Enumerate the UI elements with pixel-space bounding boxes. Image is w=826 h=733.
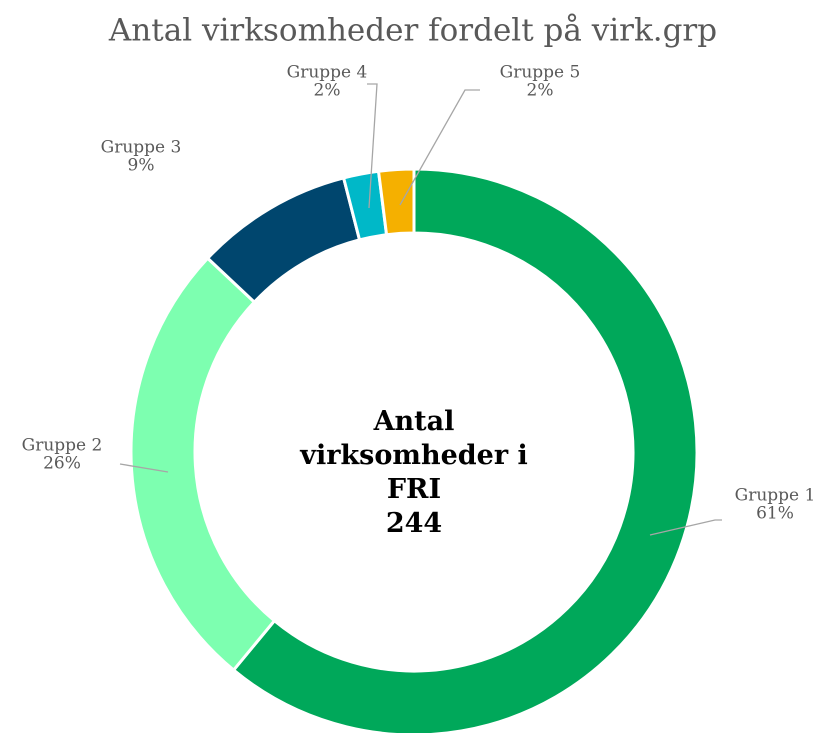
slice-value-label: 61% <box>756 504 794 524</box>
donut-slice <box>376 167 416 237</box>
slice-label: Gruppe 4 <box>287 63 368 83</box>
slice-value-label: 2% <box>314 81 341 101</box>
chart-title: Antal virksomheder fordelt på virk.grp <box>108 13 717 49</box>
slice-label: Gruppe 2 <box>22 436 103 456</box>
leader-line <box>367 83 378 209</box>
slice-value-label: 26% <box>43 454 81 474</box>
leader-line <box>649 519 722 536</box>
slice-label: Gruppe 5 <box>500 63 581 83</box>
leader-line <box>119 463 169 473</box>
slice-label: Gruppe 1 <box>735 486 816 506</box>
center-value: 244 <box>385 508 443 539</box>
slice-value-label: 2% <box>527 81 554 101</box>
center-label: Antal virksomheder i FRI 244 <box>224 405 604 541</box>
slice-value-label: 9% <box>128 156 155 176</box>
center-text: Antal virksomheder i FRI <box>300 406 528 505</box>
slice-label: Gruppe 3 <box>101 138 182 158</box>
donut-slice <box>231 167 699 733</box>
leader-line <box>399 89 480 206</box>
